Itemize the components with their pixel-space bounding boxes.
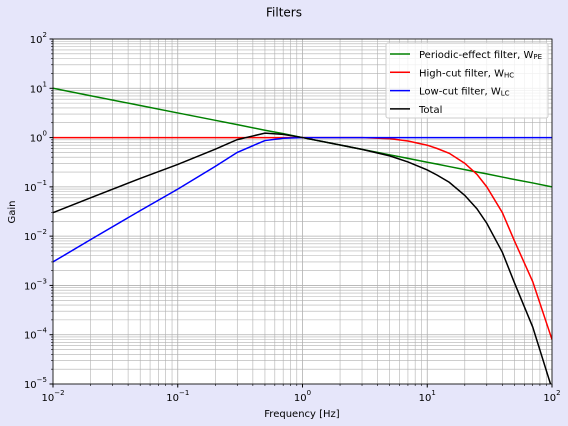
tick-base: 10 [30, 134, 43, 145]
tick-exponent: 2 [556, 389, 560, 397]
tick-exponent: −3 [37, 277, 47, 285]
legend-label: Total [418, 105, 442, 116]
tick-label: 10−1 [24, 179, 47, 194]
legend-label: High-cut filter, WHC [419, 68, 514, 79]
tick-exponent: 1 [431, 389, 435, 397]
legend-name: Low-cut filter, W [419, 87, 501, 98]
tick-label: 10−2 [41, 389, 64, 404]
tick-exponent: 1 [43, 80, 47, 88]
tick-label: 10−4 [24, 327, 48, 342]
lines [53, 87, 552, 384]
legend-subscript: PE [533, 53, 542, 61]
tick-base: 10 [30, 84, 43, 95]
tick-label: 102 [30, 31, 47, 46]
legend-box [385, 42, 549, 119]
tick-base: 10 [41, 393, 54, 404]
legend-subscript: LC [501, 90, 510, 98]
tick-exponent: −5 [37, 376, 47, 384]
tick-base: 10 [24, 380, 37, 391]
tick-exponent: 0 [43, 130, 47, 138]
legend-name: High-cut filter, W [419, 68, 504, 79]
legend-label: Periodic-effect filter, WPE [419, 50, 542, 61]
tick-base: 10 [24, 281, 37, 292]
series-line [53, 136, 552, 340]
tick-base: 10 [294, 393, 307, 404]
series-line [53, 87, 552, 188]
tick-label: 102 [543, 389, 560, 404]
tick-exponent: −1 [179, 389, 189, 397]
tick-base: 10 [166, 393, 179, 404]
tick-exponent: −4 [37, 327, 48, 335]
tick-base: 10 [419, 393, 432, 404]
tick-label: 10−5 [24, 376, 47, 391]
tick-label: 10−1 [166, 389, 189, 404]
tick-label: 100 [294, 389, 311, 404]
tick-label: 10−3 [24, 277, 47, 292]
tick-base: 10 [24, 183, 37, 194]
tick-base: 10 [24, 232, 37, 243]
series-line [53, 132, 552, 384]
legend: Periodic-effect filter, WPE High-cut filt… [385, 42, 549, 119]
tick-label: 100 [30, 130, 47, 145]
tick-label: 101 [419, 389, 436, 404]
tick-label: 101 [30, 80, 47, 95]
legend-label: Low-cut filter, WLC [419, 87, 510, 98]
x-axis-label: Frequency [Hz] [264, 409, 340, 420]
tick-exponent: −2 [37, 228, 47, 236]
series-line [53, 136, 552, 263]
tick-exponent: −1 [37, 179, 47, 187]
chart-title: Filters [266, 6, 302, 20]
legend-subscript: HC [504, 71, 514, 79]
legend-name: Periodic-effect filter, W [419, 50, 533, 61]
y-axis-label: Gain [7, 201, 18, 224]
tick-exponent: 0 [307, 389, 311, 397]
tick-label: 10−2 [24, 228, 47, 243]
tick-base: 10 [30, 35, 43, 46]
tick-base: 10 [24, 331, 37, 342]
tick-exponent: −2 [54, 389, 64, 397]
ticks: 10−2 10−1 100 101 10210−510−410−310−210−1100… [24, 31, 561, 404]
tick-exponent: 2 [43, 31, 47, 39]
legend-name: Total [418, 105, 442, 116]
tick-base: 10 [543, 393, 556, 404]
